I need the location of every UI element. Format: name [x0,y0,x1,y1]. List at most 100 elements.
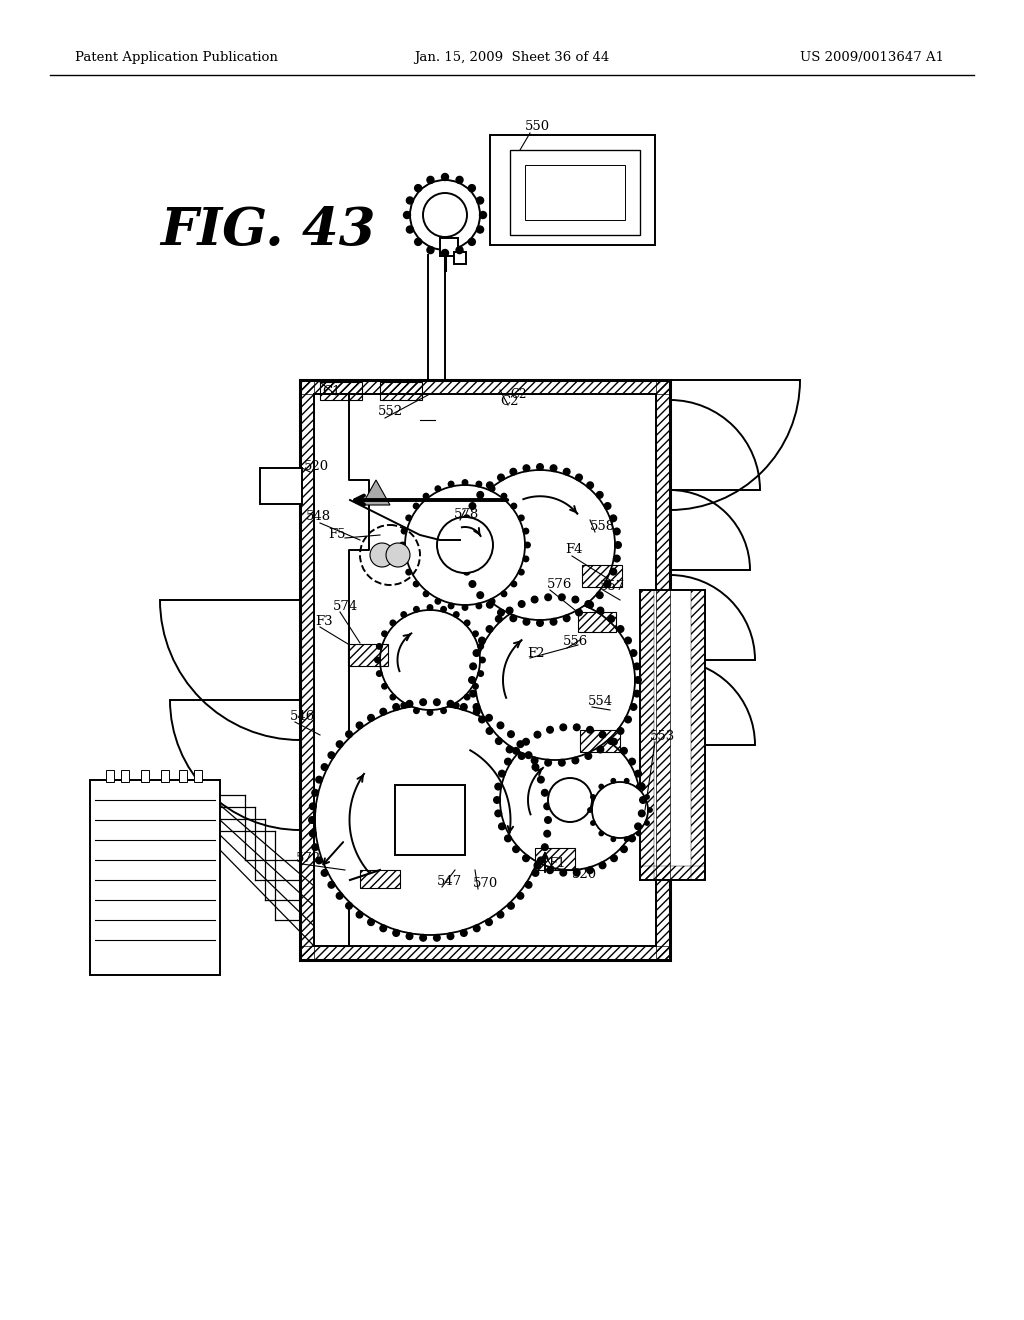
Circle shape [495,783,502,789]
Circle shape [460,556,467,562]
Circle shape [496,738,502,744]
Circle shape [506,607,513,614]
Bar [640,590,654,880]
Circle shape [542,843,548,850]
Bar [535,847,575,870]
Circle shape [393,929,399,936]
Circle shape [500,730,640,870]
Circle shape [441,249,449,256]
Circle shape [315,705,545,935]
Circle shape [587,482,594,488]
Circle shape [393,704,399,710]
Text: 570: 570 [473,876,499,890]
Circle shape [499,824,505,830]
Circle shape [511,581,517,586]
Circle shape [415,185,422,191]
Circle shape [489,486,495,491]
Text: 574: 574 [333,601,358,612]
Bar [314,393,656,946]
Circle shape [629,836,635,842]
Text: 557: 557 [600,579,626,593]
Circle shape [518,601,525,607]
Circle shape [610,738,617,744]
Circle shape [635,824,641,830]
Circle shape [637,832,641,836]
Circle shape [621,846,628,853]
Circle shape [308,817,315,824]
Circle shape [537,619,544,626]
Circle shape [485,919,493,925]
Bar [106,770,114,781]
Circle shape [517,892,523,899]
Circle shape [386,543,410,568]
Circle shape [611,779,615,783]
Circle shape [499,771,505,777]
Circle shape [498,474,504,480]
Text: F4: F4 [565,543,583,556]
Circle shape [470,690,476,697]
Bar [348,644,388,667]
Circle shape [475,601,635,760]
Circle shape [629,758,635,764]
Text: C1: C1 [322,385,341,399]
Circle shape [625,638,632,644]
Circle shape [523,619,529,626]
Circle shape [575,474,583,480]
Circle shape [401,528,407,533]
Circle shape [464,569,470,576]
Circle shape [346,903,352,909]
Text: Patent Application Publication: Patent Application Publication [75,51,278,65]
Circle shape [572,597,579,603]
Circle shape [407,197,414,205]
Circle shape [494,797,501,804]
Bar [161,770,169,781]
Circle shape [518,515,524,520]
Circle shape [610,855,617,862]
Circle shape [513,846,519,853]
Circle shape [597,746,604,752]
Circle shape [309,830,316,837]
Circle shape [336,741,343,747]
Circle shape [638,783,645,789]
Circle shape [435,486,440,491]
Text: 546: 546 [290,710,315,723]
Circle shape [437,517,493,573]
Circle shape [407,701,413,708]
Circle shape [604,503,611,510]
Circle shape [427,710,433,715]
Circle shape [328,752,335,759]
Circle shape [617,727,624,734]
Circle shape [505,836,511,842]
Text: 547: 547 [437,875,462,888]
Circle shape [476,226,483,234]
Circle shape [473,925,480,932]
Text: C2: C2 [510,388,526,401]
Circle shape [495,810,502,817]
Circle shape [588,808,592,812]
Circle shape [592,781,648,838]
Circle shape [309,803,316,809]
Circle shape [470,663,476,669]
Circle shape [464,515,470,521]
Circle shape [415,239,422,246]
Circle shape [613,528,621,535]
Circle shape [375,657,380,663]
Circle shape [599,731,606,738]
Circle shape [401,702,407,709]
Circle shape [599,862,606,869]
Circle shape [510,469,517,475]
Circle shape [427,605,433,610]
Circle shape [368,714,375,721]
Circle shape [634,690,640,697]
Circle shape [625,779,629,783]
Bar [395,785,465,855]
Circle shape [563,469,570,475]
Circle shape [545,594,552,601]
Circle shape [433,935,440,941]
Text: F2: F2 [527,647,545,660]
Bar [300,380,670,393]
Circle shape [414,503,419,508]
Circle shape [473,631,478,636]
Circle shape [449,482,454,487]
Circle shape [473,709,480,715]
